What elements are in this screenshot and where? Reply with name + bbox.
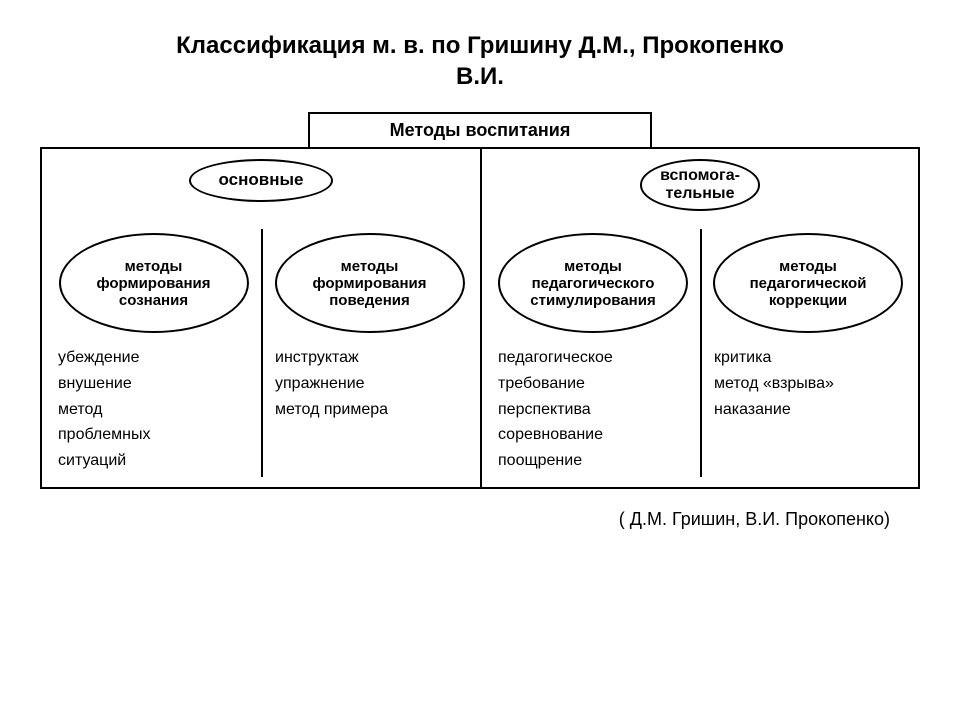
list-item: перспектива: [498, 397, 694, 423]
title-line-1: Классификация м. в. по Гришину Д.М., Про…: [176, 32, 784, 59]
method-label: методы педагогической коррекции: [723, 258, 893, 310]
method-label: методы формирования поведения: [285, 258, 455, 310]
category-label: вспомога- тельные: [660, 167, 740, 202]
list-item: наказание: [714, 397, 908, 423]
list-item: проблемных: [58, 422, 255, 448]
method-label: методы педагогического стимулирования: [508, 258, 678, 310]
category-aux: вспомога- тельные методы педагогического…: [480, 149, 918, 487]
page-root: Классификация м. в. по Гришину Д.М., Про…: [0, 0, 960, 720]
method-ellipse: методы формирования поведения: [275, 233, 465, 333]
list-item: убеждение: [58, 345, 255, 371]
columns-main: методы формирования сознания убеждение в…: [46, 229, 476, 477]
list-item: метод примера: [275, 397, 470, 423]
category-label-wrap: основные: [46, 159, 476, 219]
page-title: Классификация м. в. по Гришину Д.М., Про…: [40, 30, 920, 92]
category-ellipse-main: основные: [189, 159, 334, 202]
category-label: основные: [219, 171, 304, 190]
list-item: требование: [498, 371, 694, 397]
list-item: ситуаций: [58, 448, 255, 474]
list-item: внушение: [58, 371, 255, 397]
column-0: методы формирования сознания убеждение в…: [46, 229, 261, 477]
diagram: Методы воспитания основные методы формир…: [40, 112, 920, 489]
items-list: инструктаж упражнение метод примера: [269, 345, 470, 422]
root-node: Методы воспитания: [308, 112, 652, 149]
column-1: методы формирования поведения инструктаж…: [261, 229, 476, 477]
title-line-2: В.И.: [456, 63, 504, 90]
method-label: методы формирования сознания: [69, 258, 239, 310]
items-list: педагогическое требование перспектива со…: [492, 345, 694, 473]
column-3: методы педагогической коррекции критика …: [700, 229, 914, 477]
root-label: Методы воспитания: [390, 120, 571, 140]
method-ellipse: методы формирования сознания: [59, 233, 249, 333]
attribution-text: ( Д.М. Гришин, В.И. Прокопенко): [619, 509, 890, 529]
method-ellipse: методы педагогической коррекции: [713, 233, 903, 333]
items-list: критика метод «взрыва» наказание: [708, 345, 908, 422]
category-main: основные методы формирования сознания уб…: [42, 149, 480, 487]
list-item: упражнение: [275, 371, 470, 397]
list-item: критика: [714, 345, 908, 371]
columns-aux: методы педагогического стимулирования пе…: [486, 229, 914, 477]
column-2: методы педагогического стимулирования пе…: [486, 229, 700, 477]
list-item: метод: [58, 397, 255, 423]
items-list: убеждение внушение метод проблемных ситу…: [52, 345, 255, 473]
list-item: поощрение: [498, 448, 694, 474]
method-ellipse: методы педагогического стимулирования: [498, 233, 688, 333]
outer-frame: основные методы формирования сознания уб…: [40, 147, 920, 489]
category-label-wrap: вспомога- тельные: [486, 159, 914, 219]
attribution: ( Д.М. Гришин, В.И. Прокопенко): [40, 509, 920, 530]
category-ellipse-aux: вспомога- тельные: [640, 159, 760, 210]
list-item: соревнование: [498, 422, 694, 448]
list-item: педагогическое: [498, 345, 694, 371]
list-item: метод «взрыва»: [714, 371, 908, 397]
list-item: инструктаж: [275, 345, 470, 371]
